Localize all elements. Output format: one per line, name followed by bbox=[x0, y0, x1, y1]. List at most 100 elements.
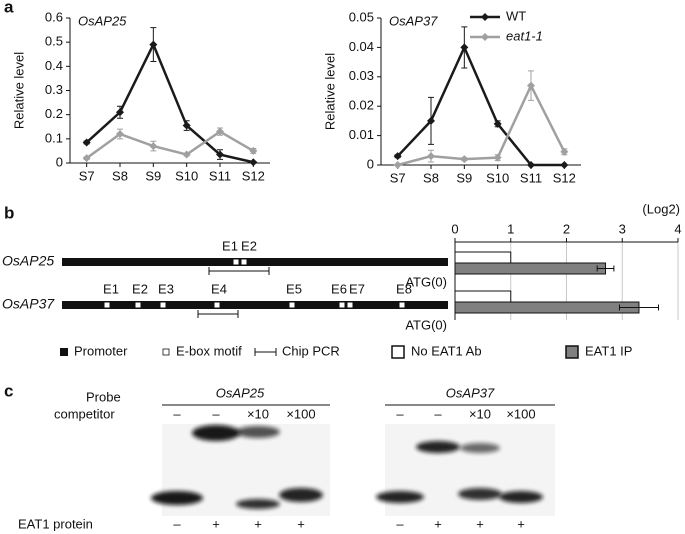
point bbox=[493, 153, 502, 162]
competitor-sign: – bbox=[212, 406, 220, 421]
e-box-label: E3 bbox=[158, 281, 174, 296]
chart-title: OsAP37 bbox=[389, 13, 438, 28]
e-box bbox=[289, 302, 295, 308]
e-box-label: E2 bbox=[241, 238, 257, 253]
x-tick-label: S10 bbox=[175, 168, 198, 183]
probe-label: Probe bbox=[86, 389, 121, 404]
protein-sign: + bbox=[254, 516, 262, 531]
e-box bbox=[339, 302, 345, 308]
legend-label: No EAT1 Ab bbox=[411, 343, 482, 358]
legend-chip bbox=[254, 348, 277, 356]
legend-marker bbox=[481, 33, 489, 41]
protein-sign: – bbox=[396, 516, 404, 531]
x-tick-label: S11 bbox=[209, 168, 231, 183]
x-axis-label: (Log2) bbox=[642, 201, 680, 216]
competitor-sign: – bbox=[173, 406, 181, 421]
e-box bbox=[104, 302, 110, 308]
gel-band bbox=[236, 426, 280, 438]
x-tick-label: 1 bbox=[507, 221, 514, 236]
bar bbox=[454, 290, 512, 303]
gene-label: OsAP25 bbox=[216, 385, 265, 400]
point bbox=[182, 121, 191, 130]
point bbox=[527, 161, 535, 169]
gene-label: OsAP25 bbox=[2, 253, 54, 269]
legend-label: EAT1 IP bbox=[585, 343, 632, 358]
x-tick-label: S8 bbox=[423, 170, 439, 185]
y-tick-label: 0 bbox=[56, 154, 63, 169]
competitor-sign: ×10 bbox=[247, 406, 269, 421]
chip-pcr bbox=[208, 267, 270, 275]
point bbox=[460, 155, 469, 164]
y-axis-label: Relative level bbox=[11, 52, 26, 129]
x-tick-label: S12 bbox=[242, 168, 265, 183]
e-box bbox=[241, 259, 247, 265]
bar bbox=[454, 301, 640, 314]
point bbox=[82, 154, 91, 163]
y-tick-label: 0.1 bbox=[45, 130, 63, 145]
x-tick-label: 2 bbox=[563, 221, 570, 236]
series-line bbox=[85, 130, 254, 160]
legend-promoter bbox=[60, 348, 68, 356]
x-tick-label: S9 bbox=[145, 168, 161, 183]
x-tick-label: S11 bbox=[520, 170, 542, 185]
point bbox=[460, 43, 469, 52]
legend-label: WT bbox=[506, 8, 526, 23]
gel-band bbox=[460, 443, 500, 453]
point bbox=[560, 147, 569, 156]
y-tick-label: 0.4 bbox=[45, 58, 63, 73]
competitor-label: competitor bbox=[54, 406, 115, 421]
e-box bbox=[233, 259, 239, 265]
e-box-label: E5 bbox=[286, 281, 302, 296]
competitor-sign: ×100 bbox=[286, 406, 315, 421]
e-box bbox=[135, 302, 141, 308]
start-label: ATG(0) bbox=[405, 317, 447, 332]
competitor-sign: ×100 bbox=[506, 406, 535, 421]
promoter bbox=[62, 301, 448, 309]
gel-band bbox=[192, 425, 240, 441]
protein-sign: – bbox=[173, 516, 181, 531]
y-tick-label: 0.6 bbox=[45, 9, 63, 24]
legend-marker bbox=[481, 13, 489, 21]
point bbox=[216, 150, 224, 159]
y-tick-label: 0.02 bbox=[349, 98, 374, 113]
legend-label: Promoter bbox=[74, 343, 128, 358]
bar bbox=[454, 262, 607, 275]
start-label: ATG(0) bbox=[405, 274, 447, 289]
point bbox=[182, 150, 191, 159]
error-bar bbox=[618, 304, 659, 311]
protein-sign: + bbox=[517, 516, 525, 531]
point bbox=[393, 152, 402, 161]
point bbox=[116, 130, 124, 138]
y-tick-label: 0.03 bbox=[349, 68, 374, 83]
gel-band bbox=[376, 491, 424, 503]
x-tick-label: S10 bbox=[486, 170, 509, 185]
gel-band bbox=[279, 488, 323, 502]
gel-band bbox=[416, 441, 460, 453]
point bbox=[393, 161, 402, 169]
gel-band bbox=[458, 488, 502, 500]
chart-title: OsAP25 bbox=[78, 13, 127, 28]
protein-sign: + bbox=[476, 516, 484, 531]
point bbox=[493, 119, 502, 128]
x-tick-label: S12 bbox=[553, 170, 576, 185]
chip-pcr bbox=[197, 310, 239, 318]
e-box-label: E2 bbox=[132, 281, 148, 296]
promoter bbox=[62, 258, 448, 266]
y-tick-label: 0 bbox=[367, 156, 374, 171]
y-tick-label: 0.2 bbox=[45, 106, 63, 121]
gel-band bbox=[499, 491, 543, 503]
point bbox=[427, 152, 435, 161]
y-axis-label: Relative level bbox=[322, 53, 337, 130]
error-bar bbox=[596, 265, 615, 272]
protein-sign: + bbox=[297, 516, 305, 531]
e-box-label: E1 bbox=[103, 281, 119, 296]
panel-label: b bbox=[4, 203, 14, 222]
panel-label: a bbox=[4, 0, 14, 16]
series-line bbox=[85, 41, 254, 164]
x-tick-label: S8 bbox=[112, 168, 128, 183]
point bbox=[249, 158, 258, 167]
point bbox=[249, 146, 258, 155]
series-line bbox=[397, 82, 566, 167]
x-tick-label: S9 bbox=[456, 170, 472, 185]
